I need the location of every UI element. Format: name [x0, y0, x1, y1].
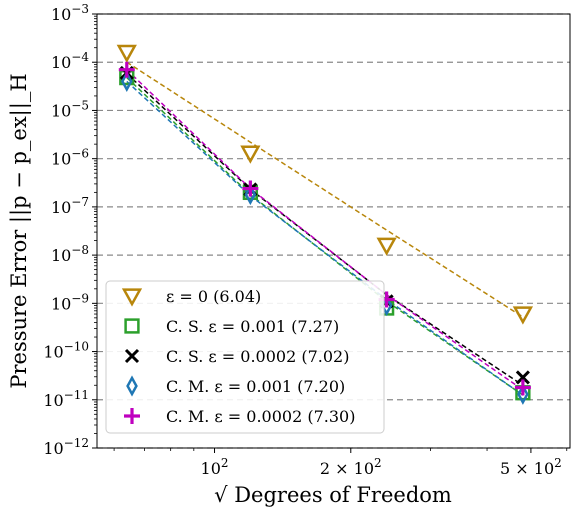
x-tick-label: 2 × 102: [320, 456, 382, 478]
data-point: [124, 348, 140, 364]
data-point: [515, 370, 530, 385]
data-point: [116, 44, 137, 63]
fit-line: [126, 69, 524, 391]
y-tick-label: 10−11: [43, 388, 89, 410]
y-axis-ticks: 10−12 10−11 10−10 10−9 10−8 10−7 10−6 10−5 10−4 1…: [43, 2, 97, 458]
x-axis-label: √ Degrees of Freedom: [214, 483, 452, 507]
legend-label: C. S. ε = 0.0002 (7.02): [166, 347, 349, 366]
y-tick-label: 10−3: [51, 2, 89, 24]
y-tick-label: 10−6: [51, 147, 89, 169]
data-point: [512, 306, 534, 325]
data-markers: [116, 44, 534, 405]
legend-box: [105, 280, 385, 434]
data-point: [517, 383, 529, 405]
fit-line: [126, 77, 524, 396]
data-point: [120, 70, 133, 93]
data-point: [126, 375, 138, 397]
data-point: [121, 288, 143, 307]
data-point: [376, 237, 397, 256]
fit-lines: [126, 61, 524, 396]
y-tick-label: 10−8: [51, 243, 89, 265]
data-point: [124, 408, 140, 424]
data-point: [124, 318, 140, 334]
data-point: [514, 379, 531, 396]
legend-label: C. M. ε = 0.0002 (7.30): [166, 407, 355, 426]
legend-label: C. M. ε = 0.001 (7.20): [166, 377, 345, 396]
y-tick-label: 10−7: [51, 195, 89, 217]
plot-frame: [96, 13, 571, 449]
y-tick-label: 10−4: [51, 50, 89, 72]
y-tick-label: 10−12: [43, 436, 89, 458]
y-tick-label: 10−10: [43, 340, 89, 362]
data-point: [242, 180, 259, 197]
y-tick-label: 10−5: [51, 98, 89, 120]
x-tick-label: 102: [201, 456, 229, 478]
y-axis-label: Pressure Error ||p − p_ex||_H: [7, 73, 32, 388]
fit-line: [126, 80, 524, 396]
legend-label: C. S. ε = 0.001 (7.27): [166, 317, 339, 336]
y-tick-label: 10−9: [51, 291, 89, 313]
data-point: [240, 145, 261, 164]
x-axis-ticks: 102 2 × 102 5 × 102: [113, 448, 568, 478]
x-tick-label: 5 × 102: [500, 456, 562, 478]
legend: ε = 0 (6.04) C. S. ε = 0.001 (7.27) C. S. …: [105, 280, 385, 434]
fit-line: [126, 61, 524, 318]
legend-label: ε = 0 (6.04): [166, 287, 261, 306]
fit-line: [126, 73, 524, 386]
data-point: [118, 61, 135, 78]
data-point: [244, 183, 257, 206]
